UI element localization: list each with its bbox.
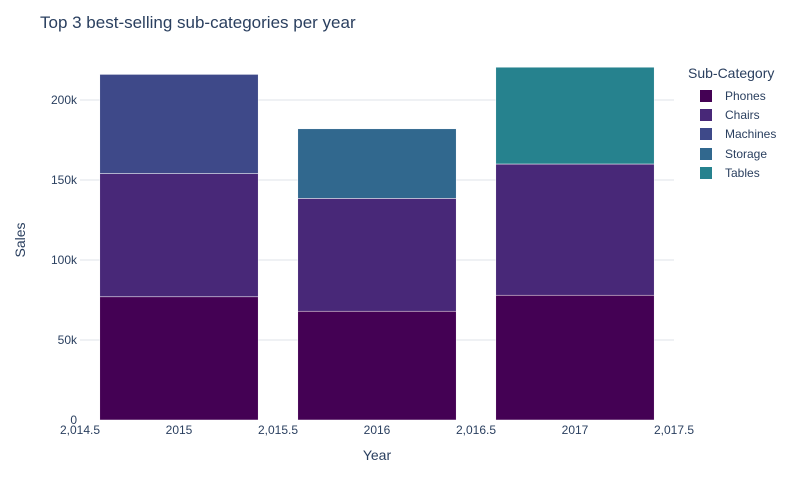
legend-swatch (700, 128, 712, 141)
chart-title: Top 3 best-selling sub-categories per ye… (40, 13, 356, 32)
x-axis-title: Year (363, 447, 392, 463)
legend-swatch (700, 108, 712, 121)
bar-segment-phones-2016[interactable] (297, 310, 457, 421)
y-tick-label: 150k (51, 173, 78, 187)
legend-swatch (700, 166, 712, 179)
legend-label: Storage (725, 146, 768, 161)
y-tick-label: 0 (70, 413, 77, 427)
legend-label: Machines (725, 127, 777, 142)
legend-swatch (700, 89, 712, 102)
x-tick-label: 2017 (562, 423, 589, 437)
axes: 0 50k 100k 150k 200k 2,014.5 2015 2,015.5 2016 2,… (12, 93, 694, 463)
x-tick-label: 2,014.5 (60, 423, 100, 437)
legend-item-machines[interactable]: Machines (688, 125, 798, 144)
x-tick-label: 2016 (364, 423, 391, 437)
bar-segment-chairs-2016[interactable] (297, 198, 457, 312)
x-tick-label: 2,016.5 (456, 423, 496, 437)
bar-segment-tables-2017[interactable] (495, 66, 655, 165)
legend-item-phones[interactable]: Phones (688, 86, 798, 105)
y-tick-label: 50k (58, 333, 78, 347)
legend-label: Chairs (725, 107, 760, 122)
bar-segment-storage-2016[interactable] (297, 128, 457, 199)
bars (99, 66, 655, 421)
x-tick-label: 2,017.5 (654, 423, 694, 437)
bar-segment-phones-2015[interactable] (99, 296, 259, 421)
y-tick-label: 200k (51, 93, 78, 107)
legend: Sub-Category Phones Chairs Machines Storage… (688, 65, 798, 182)
legend-title: Sub-Category (688, 65, 775, 81)
y-axis-title: Sales (12, 222, 28, 257)
legend-items: Phones Chairs Machines Storage Tables (688, 86, 798, 182)
x-tick-label: 2,015.5 (258, 423, 298, 437)
legend-label: Phones (725, 88, 766, 103)
x-tick-label: 2015 (166, 423, 193, 437)
bar-segment-chairs-2017[interactable] (495, 163, 655, 296)
bar-segment-machines-2015[interactable] (99, 74, 259, 174)
legend-swatch (700, 147, 712, 160)
bar-segment-chairs-2015[interactable] (99, 173, 259, 298)
bar-segment-phones-2017[interactable] (495, 294, 655, 421)
legend-item-chairs[interactable]: Chairs (688, 105, 798, 124)
legend-item-storage[interactable]: Storage (688, 144, 798, 163)
y-tick-label: 100k (51, 253, 78, 267)
legend-label: Tables (725, 165, 760, 180)
legend-item-tables[interactable]: Tables (688, 163, 798, 182)
